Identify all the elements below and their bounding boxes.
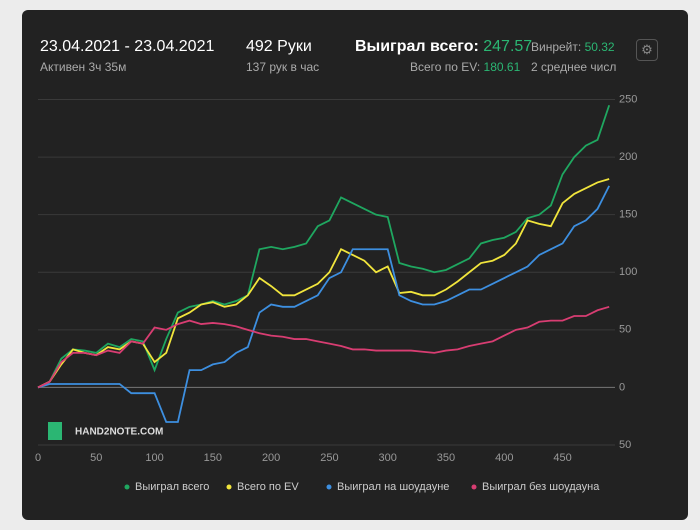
legend-label: Выиграл без шоудауна bbox=[482, 481, 600, 493]
legend-label: Всего по EV bbox=[237, 481, 299, 493]
y-tick-label: 150 bbox=[619, 209, 637, 221]
y-tick-label: 250 bbox=[619, 93, 637, 105]
won-label: Выиграл всего: bbox=[355, 38, 479, 55]
watermark: HAND2NOTE.COM bbox=[75, 427, 163, 438]
watermark-logo bbox=[48, 422, 62, 440]
x-tick-label: 250 bbox=[320, 452, 338, 464]
settings[interactable]: ⚙ bbox=[636, 39, 658, 61]
ev-value: 180.61 bbox=[483, 60, 521, 74]
dates: 23.04.2021 - 23.04.2021 bbox=[40, 38, 215, 55]
legend-marker bbox=[326, 484, 332, 490]
series-line bbox=[37, 104, 611, 389]
legend-marker bbox=[471, 484, 477, 490]
x-tick-label: 150 bbox=[204, 452, 222, 464]
ev-label: Всего по EV: bbox=[410, 60, 481, 74]
legend-marker bbox=[226, 484, 232, 490]
x-tick-label: 350 bbox=[437, 452, 455, 464]
y-tick-label: 50 bbox=[619, 324, 631, 336]
x-tick-label: 0 bbox=[35, 452, 41, 464]
y-tick-label: 0 bbox=[619, 381, 625, 393]
legend-label: Выиграл всего bbox=[135, 481, 209, 493]
x-tick-label: 50 bbox=[90, 452, 102, 464]
x-tick-label: 300 bbox=[379, 452, 397, 464]
rate: 137 рук в час bbox=[246, 60, 320, 74]
x-tick-label: 100 bbox=[145, 452, 163, 464]
x-tick-label: 450 bbox=[553, 452, 571, 464]
y-tick-label: 100 bbox=[619, 266, 637, 278]
series-line bbox=[37, 185, 610, 423]
avg: 2 среднее числ bbox=[531, 60, 617, 74]
winrate-label: Винрейт: bbox=[531, 40, 582, 54]
card: 23.04.2021 - 23.04.2021 Активен 3ч 35м 4… bbox=[22, 10, 688, 520]
y-tick-label: 50 bbox=[619, 439, 631, 451]
legend-marker bbox=[124, 484, 130, 490]
y-tick-label: 200 bbox=[619, 151, 637, 163]
x-tick-label: 400 bbox=[495, 452, 513, 464]
series-line bbox=[37, 178, 610, 389]
legend-label: Выиграл на шоудауне bbox=[337, 481, 449, 493]
active: Активен 3ч 35м bbox=[40, 60, 127, 74]
x-tick-label: 200 bbox=[262, 452, 280, 464]
series-line bbox=[37, 305, 610, 389]
won-value: 247.57 bbox=[483, 38, 533, 55]
hands: 492 Руки bbox=[246, 38, 312, 55]
winrate-value: 50.32 bbox=[584, 40, 615, 54]
